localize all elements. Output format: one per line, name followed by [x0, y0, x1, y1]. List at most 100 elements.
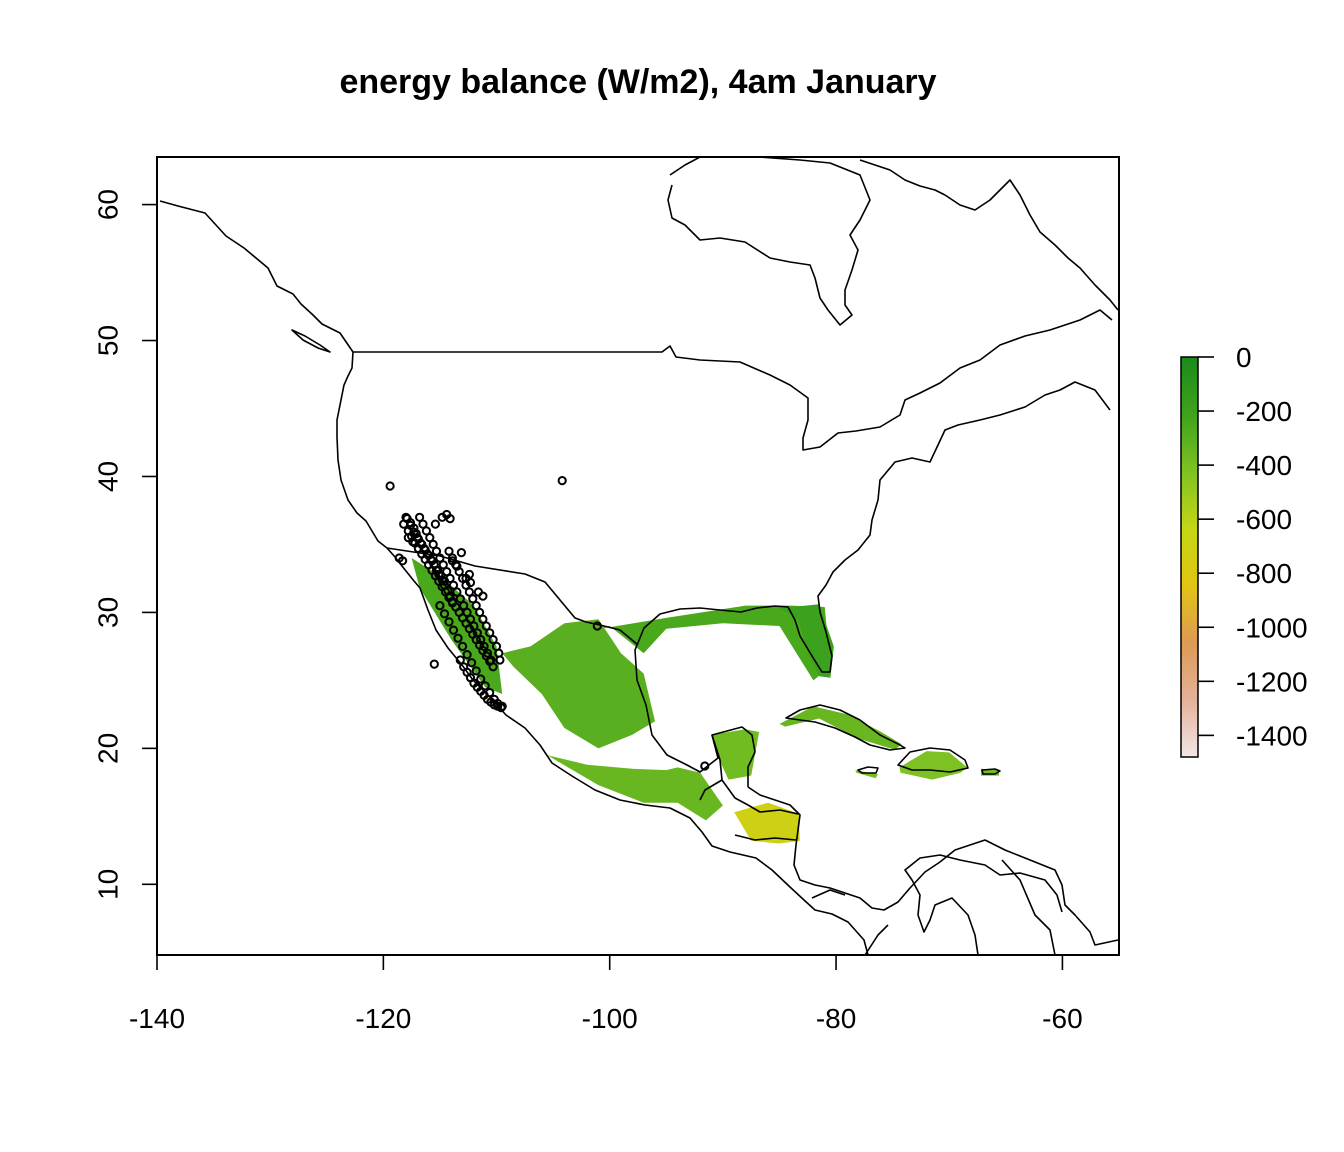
occurrence-point [452, 587, 462, 597]
colorbar-tick-label: -200 [1236, 396, 1292, 427]
y-axis: 10 20 30 40 50 60 [92, 189, 158, 900]
x-tick-label: -60 [1042, 1003, 1082, 1034]
coastline-layer [159, 157, 1119, 955]
x-axis: -140 -120 -100 -80 -60 [129, 954, 1083, 1034]
occurrence-point [408, 537, 418, 547]
us-mexico-border [386, 547, 639, 646]
occurrence-point [476, 635, 486, 645]
occurrence-point [425, 533, 435, 543]
occurrence-point [444, 617, 454, 627]
occurrence-point [465, 577, 476, 588]
occurrence-point [438, 560, 448, 570]
occurrence-point [445, 573, 455, 584]
occurrence-point [478, 591, 488, 601]
occurrence-point [479, 641, 489, 652]
cuba-outline [785, 704, 906, 751]
occurrence-point [478, 614, 488, 624]
occurrence-point [488, 635, 498, 645]
occurrence-point [447, 556, 457, 566]
occurrence-point [458, 573, 468, 584]
occurrence-point [439, 609, 450, 619]
raster-region-1 [779, 604, 834, 678]
canada-us-border [353, 309, 1113, 451]
y-tick-label: 60 [92, 189, 123, 220]
occurrence-point [418, 519, 428, 529]
occurrence-point [471, 666, 481, 676]
occurrence-point [496, 703, 506, 713]
labrador-coast [944, 179, 1119, 311]
occurrence-point [467, 658, 477, 668]
hispaniola-outline [897, 747, 969, 773]
occurrence-point [444, 546, 454, 556]
occurrence-point [435, 601, 445, 611]
nicaragua-border [734, 834, 797, 841]
map-layer [159, 157, 1119, 955]
raster-region-6 [411, 558, 503, 694]
occurrence-point [452, 561, 462, 571]
occurrence-point [495, 655, 505, 665]
occurrence-point [485, 628, 495, 638]
coastline-north-america [159, 200, 421, 589]
occurrence-point [468, 594, 478, 604]
colorbar-tick-label: -1000 [1236, 612, 1308, 643]
occurrence-point [442, 567, 452, 577]
occurrence-point [437, 512, 447, 522]
occurrence-point [592, 621, 602, 631]
raster-region-5 [734, 802, 800, 844]
x-tick-label: -80 [816, 1003, 856, 1034]
occurrence-point [448, 580, 459, 590]
raster-region-2 [502, 619, 655, 749]
occurrence-point [447, 598, 457, 608]
us-east-coast [634, 381, 1111, 787]
occurrence-point [464, 569, 474, 580]
y-tick-label: 40 [92, 461, 123, 492]
occurrence-point [459, 601, 469, 611]
x-tick-label: -140 [129, 1003, 185, 1034]
x-tick-label: -100 [582, 1003, 638, 1034]
colorbar-tick-label: -400 [1236, 450, 1292, 481]
occurrence-point [462, 650, 472, 660]
panama-colombia-border [864, 924, 889, 955]
central-america-east-coast [747, 786, 1119, 946]
honduras-border [721, 779, 799, 815]
colorbar-ticks: 0 -200 -400 -600 -800 -1000 -1200 -1400 [1198, 342, 1308, 751]
colorbar-tick-label: -1200 [1236, 666, 1308, 697]
y-tick-label: 20 [92, 733, 123, 764]
occurrence-point [471, 601, 481, 611]
raster-region-3 [547, 755, 723, 821]
colorbar-legend: 0 -200 -400 -600 -800 -1000 -1200 -1400 [1180, 342, 1308, 758]
puerto-rico-outline [981, 768, 1001, 775]
occurrence-point [469, 621, 479, 631]
occurrence-point [464, 587, 474, 597]
vancouver-island-outline [291, 329, 331, 353]
colorbar-tick-label: -600 [1236, 504, 1292, 535]
occurrence-point [429, 659, 439, 669]
occurrence-point [462, 607, 472, 618]
occurrence-point [476, 674, 486, 684]
occurrence-point [398, 556, 408, 566]
occurrence-point [415, 512, 425, 522]
occurrence-point [482, 648, 493, 658]
occurrence-point [453, 633, 463, 643]
occurrence-point [405, 520, 416, 531]
occurrence-point [458, 641, 468, 652]
occurrence-point [456, 548, 466, 558]
occurrence-point [455, 594, 465, 604]
venezuela-border [1001, 859, 1056, 955]
colorbar-gradient [1180, 356, 1199, 758]
occurrence-point [385, 481, 395, 491]
jamaica-outline [857, 766, 879, 774]
occurrence-point [486, 655, 496, 665]
occurrence-point [557, 476, 567, 486]
colorbar-tick-label: 0 [1236, 342, 1252, 373]
colorbar-tick-label: -800 [1236, 558, 1292, 589]
costa-rica-border [811, 889, 846, 899]
occurrence-point [455, 655, 465, 665]
occurrence-point [435, 553, 445, 563]
occurrence-point [421, 526, 431, 536]
occurrence-point [448, 625, 459, 635]
y-tick-label: 10 [92, 869, 123, 900]
quebec-islands [859, 159, 946, 196]
occurrence-point [431, 546, 442, 556]
